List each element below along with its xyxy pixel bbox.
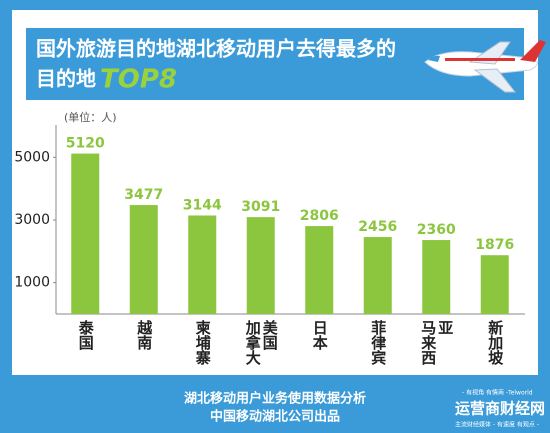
value-label: 3091 bbox=[241, 199, 280, 215]
chart-title-highlight: TOP8 bbox=[100, 65, 177, 95]
value-label: 5120 bbox=[66, 136, 105, 152]
x-tick-label: 泰国 bbox=[76, 320, 95, 350]
value-label: 3144 bbox=[183, 197, 222, 213]
x-tick-label: 马来西亚 bbox=[419, 320, 455, 365]
value-label: 2806 bbox=[300, 208, 339, 224]
x-tick-label: 越南 bbox=[135, 320, 154, 350]
chart-title-2: 目的地 bbox=[36, 67, 96, 91]
value-label: 3477 bbox=[124, 187, 163, 203]
bar bbox=[422, 240, 451, 314]
footer: 湖北移动用户业务使用数据分析 bbox=[184, 391, 366, 407]
x-tick-label: 日本 bbox=[310, 320, 329, 350]
value-label: 1876 bbox=[475, 237, 514, 253]
bar bbox=[480, 255, 509, 314]
watermark-name: 运营商财经网 bbox=[455, 400, 545, 418]
watermark-tagline: - 有视角 有情商 -Telworld bbox=[462, 389, 533, 397]
airplane bbox=[424, 40, 546, 93]
bar bbox=[246, 217, 275, 314]
y-tick-label: 1000 bbox=[14, 275, 50, 291]
bar bbox=[363, 237, 392, 314]
y-tick-label: 5000 bbox=[14, 149, 50, 165]
value-label: 2360 bbox=[417, 222, 456, 238]
unit-label: (单位：人) bbox=[64, 110, 117, 124]
chart-title: 国外旅游目的地湖北移动用户去得最多的 bbox=[36, 37, 396, 61]
watermark-sub: 主流财经媒体 - 有速度 有观点 - bbox=[455, 421, 539, 429]
bar bbox=[188, 215, 217, 314]
bar bbox=[71, 153, 100, 314]
value-label: 2456 bbox=[358, 219, 397, 235]
footer: 中国移动湖北公司出品 bbox=[210, 409, 340, 425]
x-tick-label: 新加坡 bbox=[486, 320, 505, 365]
y-tick-label: 3000 bbox=[14, 212, 50, 228]
bar bbox=[129, 205, 158, 314]
x-tick-label: 加拿大 美国 bbox=[243, 320, 279, 365]
x-tick-label: 柬埔寨 bbox=[193, 320, 212, 365]
bar bbox=[305, 226, 334, 314]
x-tick-label: 菲律宾 bbox=[369, 320, 388, 365]
